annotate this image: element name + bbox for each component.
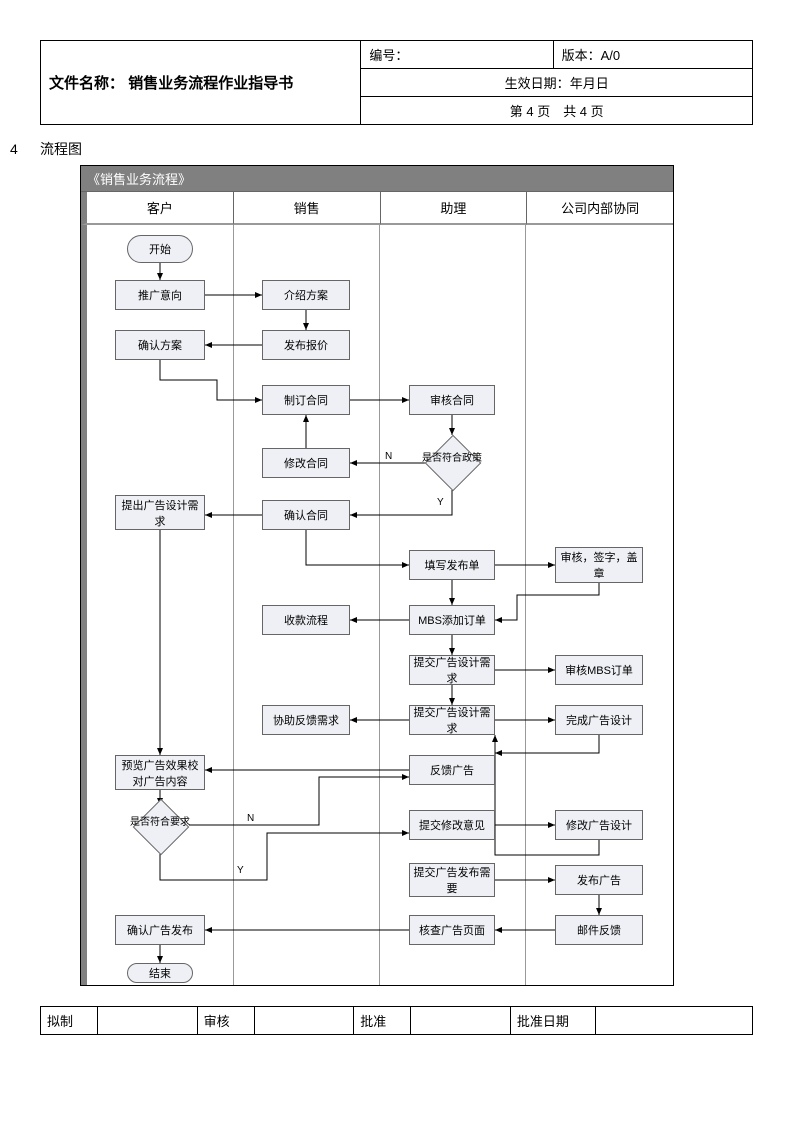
- node-publish-ad: 发布广告: [555, 865, 643, 895]
- node-sign-stamp: 审核，签字，盖章: [555, 547, 643, 583]
- footer-approve: 批准: [354, 1007, 411, 1035]
- ver-label: 版本：: [562, 48, 601, 63]
- lane-internal: 公司内部协同: [527, 192, 673, 225]
- decision-req: [133, 799, 190, 856]
- num-label: 编号：: [369, 48, 408, 63]
- node-mbs-review: 审核MBS订单: [555, 655, 643, 685]
- node-fill-order: 填写发布单: [409, 550, 495, 580]
- node-mail-feedback: 邮件反馈: [555, 915, 643, 945]
- section-title: 流程图: [40, 141, 82, 157]
- docname-label: 文件名称：: [49, 75, 124, 92]
- edge-n2: N: [247, 813, 254, 824]
- section-num: 4: [10, 141, 40, 157]
- eff: 年月日: [570, 76, 609, 91]
- decision-policy: [425, 435, 482, 492]
- node-start: 开始: [127, 235, 193, 263]
- node-payment: 收款流程: [262, 605, 350, 635]
- edge-n1: N: [385, 451, 392, 462]
- lane-assistant: 助理: [381, 192, 528, 225]
- node-mbs-add: MBS添加订单: [409, 605, 495, 635]
- node-submit-ad-req2: 提交广告设计需求: [409, 705, 495, 735]
- header-table: 文件名称： 销售业务流程作业指导书 编号： 版本：A/0 生效日期：年月日 第 …: [40, 40, 753, 125]
- footer-draft: 拟制: [41, 1007, 98, 1035]
- node-modify-design: 修改广告设计: [555, 810, 643, 840]
- node-ad-req: 提出广告设计需求: [115, 495, 205, 530]
- docname: 销售业务流程作业指导书: [128, 75, 293, 92]
- node-modify-contract: 修改合同: [262, 448, 350, 478]
- node-submit-revision: 提交修改意见: [409, 810, 495, 840]
- node-confirm-plan: 确认方案: [115, 330, 205, 360]
- footer-review: 审核: [197, 1007, 254, 1035]
- node-quote: 发布报价: [262, 330, 350, 360]
- ver: A/0: [601, 48, 621, 63]
- lane-customer: 客户: [81, 192, 234, 225]
- edge-y1: Y: [437, 497, 444, 508]
- node-preview-ad: 预览广告效果校对广告内容: [115, 755, 205, 790]
- section-heading: 4流程图: [10, 139, 753, 159]
- page: 文件名称： 销售业务流程作业指导书 编号： 版本：A/0 生效日期：年月日 第 …: [0, 0, 793, 1122]
- node-feedback-ad: 反馈广告: [409, 755, 495, 785]
- flowchart: 《销售业务流程》 客户 销售 助理 公司内部协同 开始 推广意向 介绍方案 发布…: [80, 165, 674, 986]
- page-num: 第 4 页 共 4 页: [361, 97, 753, 125]
- node-assist-feedback: 协助反馈需求: [262, 705, 350, 735]
- node-review-contract: 审核合同: [409, 385, 495, 415]
- node-submit-ad-req: 提交广告设计需求: [409, 655, 495, 685]
- footer-table: 拟制 审核 批准 批准日期: [40, 1006, 753, 1035]
- node-complete-design: 完成广告设计: [555, 705, 643, 735]
- edge-y2: Y: [237, 865, 244, 876]
- node-end: 结束: [127, 963, 193, 983]
- node-confirm-publish: 确认广告发布: [115, 915, 205, 945]
- flow-title: 《销售业务流程》: [81, 166, 673, 192]
- node-draft-contract: 制订合同: [262, 385, 350, 415]
- node-confirm-contract: 确认合同: [262, 500, 350, 530]
- footer-date: 批准日期: [510, 1007, 595, 1035]
- node-intro-plan: 介绍方案: [262, 280, 350, 310]
- node-check-page: 核查广告页面: [409, 915, 495, 945]
- node-submit-publish: 提交广告发布需要: [409, 863, 495, 897]
- flow-canvas: 开始 推广意向 介绍方案 发布报价 确认方案 制订合同 审核合同 是否符合政策 …: [81, 225, 673, 985]
- node-promote-intent: 推广意向: [115, 280, 205, 310]
- lane-sales: 销售: [234, 192, 381, 225]
- eff-label: 生效日期：: [505, 76, 570, 91]
- lane-headers: 客户 销售 助理 公司内部协同: [81, 192, 673, 225]
